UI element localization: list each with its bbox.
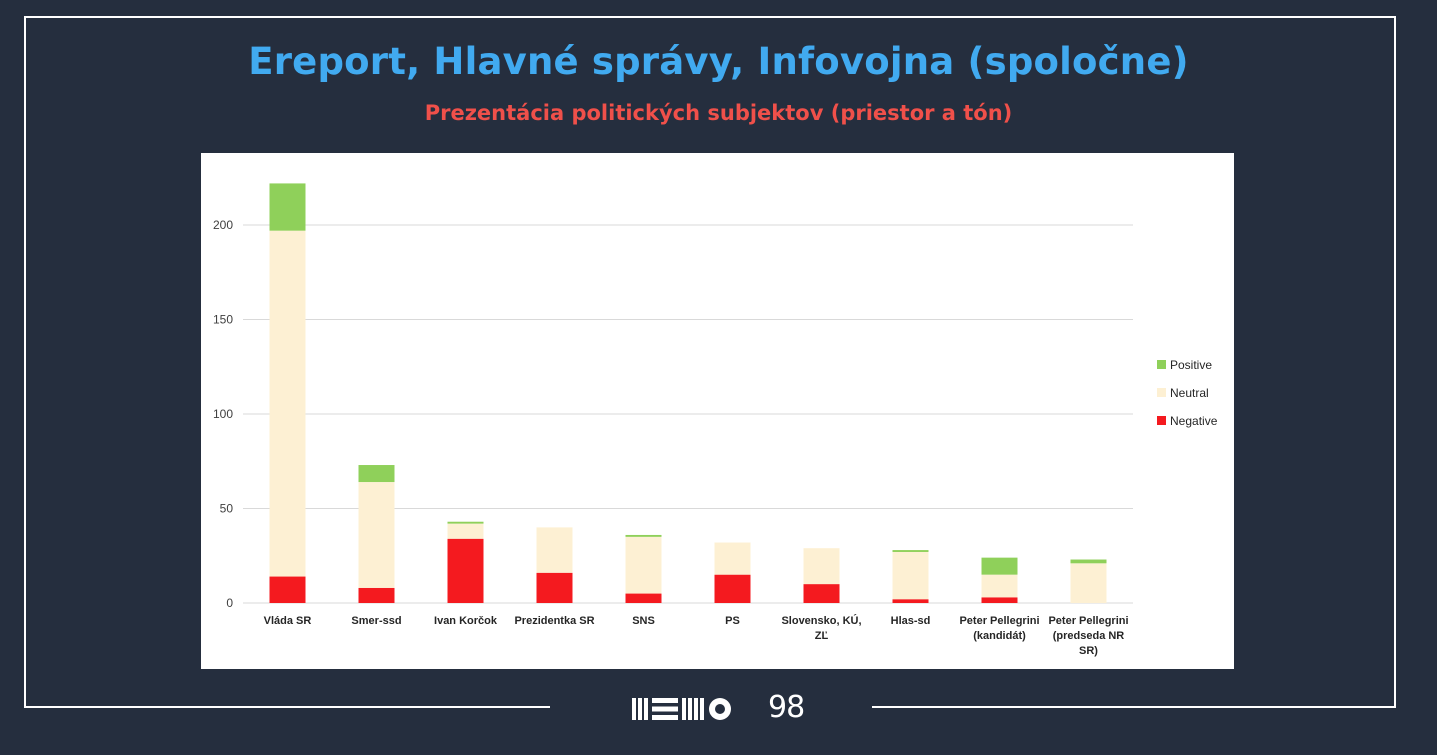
x-tick-label: (kandidát)	[973, 630, 1026, 642]
legend-swatch-neutral	[1157, 388, 1166, 397]
frame-left-border	[24, 16, 26, 708]
bar-segment-negative	[892, 599, 929, 603]
x-tick-label: SR)	[1079, 645, 1098, 657]
y-tick-label: 200	[213, 218, 233, 232]
bar-segment-negative	[981, 597, 1018, 603]
bar-segment-negative	[625, 593, 662, 603]
memo98-logo-icon	[632, 698, 731, 720]
bar-segment-positive	[625, 534, 662, 537]
stacked-bar-chart: 0 50 100 150 200 Vláda SR Smer-ssd Ivan Korčok…	[213, 183, 1218, 657]
bar-segment-negative	[269, 576, 306, 603]
bar-segment-neutral	[536, 527, 573, 573]
bar-segment-neutral	[625, 536, 662, 594]
bar-segment-positive	[892, 550, 929, 552]
memo98-logo: 98	[630, 690, 810, 726]
x-tick-label: Vláda SR	[264, 615, 312, 627]
x-tick-label: ZĽ	[815, 630, 829, 642]
bar-segment-positive	[447, 521, 484, 524]
bar-segment-neutral	[981, 574, 1018, 598]
bar-segment-negative	[803, 584, 840, 603]
chart-panel: 0 50 100 150 200 Vláda SR Smer-ssd Ivan Korčok…	[201, 153, 1234, 669]
bar-segment-neutral	[1070, 563, 1107, 603]
bar-segment-neutral	[803, 548, 840, 585]
y-tick-label: 0	[226, 596, 233, 610]
bar-segment-negative	[536, 572, 573, 603]
bars-layer	[269, 183, 1107, 603]
y-tick-label: 100	[213, 407, 233, 421]
bar-segment-neutral	[358, 482, 395, 588]
bar-segment-negative	[358, 587, 395, 603]
frame-top-border	[24, 16, 1396, 18]
x-tick-label: Prezidentka SR	[514, 615, 594, 627]
bar-segment-neutral	[714, 542, 751, 575]
frame-right-border	[1394, 16, 1396, 708]
logo-number: 98	[768, 690, 805, 725]
legend-swatch-positive	[1157, 360, 1166, 369]
bar-segment-negative	[714, 574, 751, 603]
bar-segment-neutral	[447, 523, 484, 539]
x-tick-label: Peter Pellegrini	[1048, 615, 1128, 627]
y-tick-label: 150	[213, 313, 233, 327]
page-subtitle: Prezentácia politických subjektov (pries…	[424, 101, 1013, 125]
x-tick-label: Hlas-sd	[891, 615, 931, 627]
x-tick-label: Peter Pellegrini	[959, 615, 1039, 627]
bar-segment-neutral	[269, 230, 306, 577]
x-tick-label: Smer-ssd	[351, 615, 401, 627]
x-tick-label: Ivan Korčok	[434, 615, 498, 627]
legend-layer: Positive Neutral Negative	[1157, 358, 1218, 428]
x-tick-label: SNS	[632, 615, 655, 627]
legend-swatch-negative	[1157, 416, 1166, 425]
x-tick-label: PS	[725, 615, 740, 627]
y-tick-label: 50	[220, 502, 234, 516]
bar-segment-negative	[447, 538, 484, 603]
frame-bottom-left-border	[24, 706, 550, 708]
bar-segment-positive	[1070, 559, 1107, 564]
bar-segment-positive	[358, 465, 395, 483]
x-labels-layer: Vláda SR Smer-ssd Ivan Korčok Prezidentka S…	[264, 614, 1129, 657]
frame-bottom-right-border	[872, 706, 1396, 708]
x-tick-label: Slovensko, KÚ,	[781, 614, 861, 627]
page-title: Ereport, Hlavné správy, Infovojna (spolo…	[248, 40, 1189, 83]
x-tick-label: (predseda NR	[1053, 630, 1125, 642]
legend-label-neutral: Neutral	[1170, 386, 1209, 400]
legend-label-positive: Positive	[1170, 358, 1212, 372]
bar-segment-positive	[981, 557, 1018, 575]
bar-segment-positive	[269, 183, 306, 231]
grid-layer: 0 50 100 150 200	[213, 218, 1133, 610]
bar-segment-neutral	[892, 551, 929, 600]
legend-label-negative: Negative	[1170, 414, 1218, 428]
